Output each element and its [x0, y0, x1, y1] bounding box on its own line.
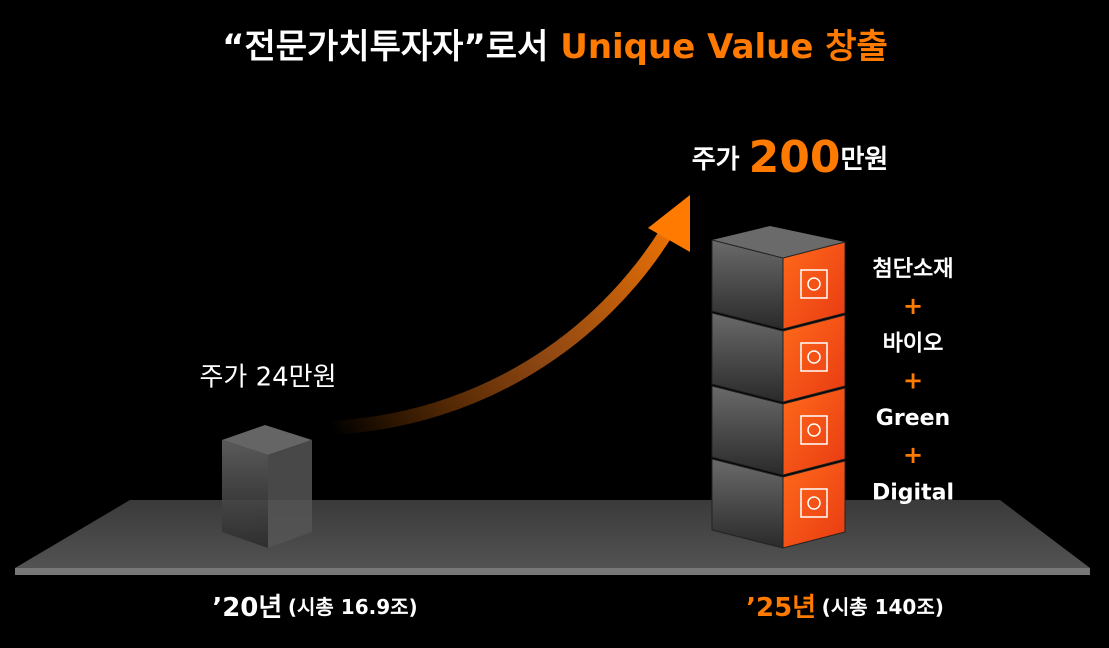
stack-orange-face — [782, 387, 846, 476]
area-label: 첨단소재 — [873, 257, 954, 282]
area-list: 첨단소재 + 바이오 + Green + Digital — [872, 257, 954, 506]
area-label: Green — [876, 406, 950, 431]
left-cap: (시총 16.9조) — [288, 595, 418, 619]
area-joiner: + — [903, 367, 923, 395]
title: “전문가치투자자”로서 Unique Value 창출 — [222, 27, 888, 67]
area-label: Digital — [872, 481, 954, 506]
stack-top — [712, 226, 845, 258]
title-highlight: Unique Value 창출 — [560, 27, 888, 67]
stack-orange-face — [782, 460, 846, 549]
right-cap: (시총 140조) — [822, 595, 944, 619]
right-year: ’25년 — [746, 593, 816, 623]
area-icon — [800, 415, 828, 445]
left-cube — [222, 425, 312, 548]
growth-arrow — [329, 226, 674, 435]
area-icon-dot — [807, 350, 821, 364]
area-icon-dot — [807, 423, 821, 437]
right-stack — [711, 226, 846, 549]
area-icon — [800, 488, 828, 518]
area-icon — [800, 342, 828, 372]
area-icon-dot — [807, 496, 821, 510]
left-footer: ’20년 (시총 16.9조) — [212, 593, 417, 623]
area-icon — [800, 269, 828, 299]
left-year: ’20년 — [212, 593, 282, 623]
floor-edge — [15, 568, 1090, 575]
left-price: 주가 24만원 — [199, 363, 336, 393]
floor — [15, 500, 1090, 568]
area-joiner: + — [903, 292, 923, 320]
right-price: 주가 200만원 — [692, 132, 889, 183]
price-value: 200 — [749, 132, 841, 183]
arrow-head — [648, 195, 690, 252]
right-footer: ’25년 (시총 140조) — [746, 593, 944, 623]
stack-orange-face — [782, 314, 846, 403]
price-suffix: 만원 — [840, 145, 888, 175]
area-label: 바이오 — [883, 332, 944, 357]
price-prefix: 주가 — [692, 145, 740, 175]
stack-orange-face — [782, 241, 846, 330]
title-lead: “전문가치투자자”로서 — [222, 27, 548, 67]
area-icon-dot — [807, 277, 821, 291]
area-joiner: + — [903, 441, 923, 469]
